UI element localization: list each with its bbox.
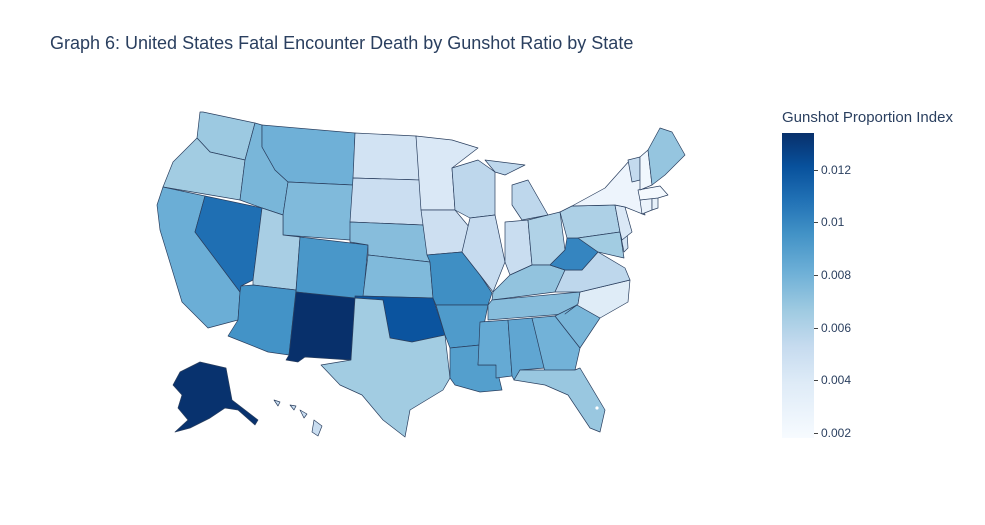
state-CO[interactable]: [295, 236, 369, 301]
chart-title: Graph 6: United States Fatal Encounter D…: [50, 33, 634, 53]
colorbar-tick-label: 0.006: [821, 320, 852, 335]
state-CT[interactable]: [639, 197, 653, 215]
state-WY[interactable]: [282, 181, 354, 241]
colorbar-tick-label: 0.01: [821, 215, 845, 230]
state-MI[interactable]: [484, 159, 549, 221]
state-WI[interactable]: [451, 159, 496, 219]
state-ND[interactable]: [352, 132, 422, 181]
state-AK[interactable]: [172, 361, 259, 433]
state-GA[interactable]: [531, 315, 581, 373]
state-FL[interactable]: [513, 367, 606, 433]
colorbar-tick-mark: [814, 222, 818, 224]
state-MD[interactable]: [577, 231, 625, 259]
state-RI[interactable]: [651, 197, 659, 211]
colorbar-tick-label: 0.002: [821, 425, 852, 440]
colorbar-tick-mark: [814, 169, 818, 171]
state-TX[interactable]: [320, 297, 451, 438]
colorbar-tick-mark: [814, 327, 818, 329]
state-SD[interactable]: [349, 177, 424, 226]
state-NM[interactable]: [285, 291, 356, 363]
state-KS[interactable]: [362, 254, 434, 299]
colorbar-tick-label: 0.012: [821, 162, 852, 177]
colorbar-tick-label: 0.004: [821, 373, 852, 388]
dc-marker: [595, 406, 599, 410]
colorbar-tick-label: 0.008: [821, 267, 852, 282]
colorbar-tick-mark: [814, 274, 818, 276]
colorbar-gradient: [782, 133, 814, 438]
state-HI[interactable]: [273, 399, 323, 437]
state-MA[interactable]: [637, 185, 669, 201]
colorbar-title: Gunshot Proportion Index: [782, 109, 953, 126]
colorbar-tick-mark: [814, 380, 818, 382]
state-ME[interactable]: [647, 127, 686, 186]
state-NC[interactable]: [564, 279, 631, 319]
colorbar-tick-mark: [814, 432, 818, 434]
